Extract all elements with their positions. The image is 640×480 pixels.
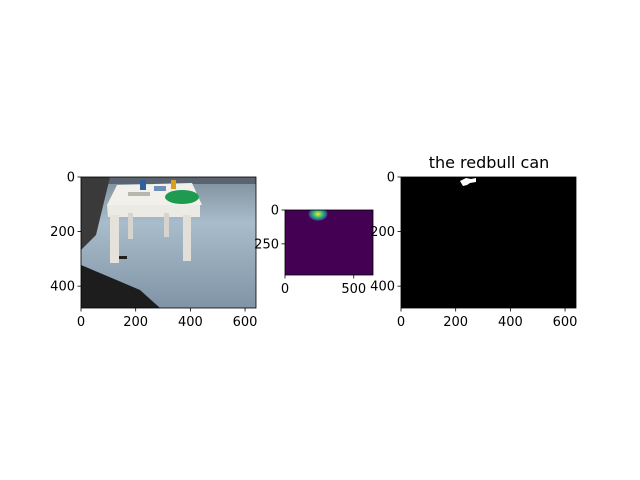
- y-tick-label: 250: [254, 237, 279, 252]
- mask-blob: [460, 178, 476, 186]
- heatmap-y-axis-ticks: 0 250: [254, 204, 285, 252]
- x-tick-label: 0: [77, 315, 85, 330]
- x-tick-label: 200: [443, 315, 468, 330]
- y-tick-label: 0: [67, 171, 75, 186]
- y-tick-label: 200: [370, 225, 395, 240]
- y-tick-label: 0: [271, 204, 279, 219]
- x-tick-label: 600: [553, 315, 578, 330]
- x-tick-label: 400: [178, 315, 203, 330]
- photo-x-axis-ticks: 0 200 400 600: [77, 308, 258, 330]
- x-tick-label: 600: [233, 315, 258, 330]
- x-tick-label: 500: [341, 282, 366, 297]
- y-tick-label: 400: [50, 280, 75, 295]
- heatmap-image: [285, 210, 373, 275]
- y-tick-label: 400: [370, 280, 395, 295]
- mask-title: the redbull can: [429, 153, 550, 172]
- mask-image: [401, 177, 576, 308]
- heatmap-x-axis-ticks: 0 500: [281, 275, 366, 297]
- x-tick-label: 0: [281, 282, 289, 297]
- x-tick-label: 0: [397, 315, 405, 330]
- photo-panel: 0 200 400 600 0 200 400: [50, 171, 257, 331]
- mask-y-axis-ticks: 0 200 400: [370, 171, 401, 295]
- mask-panel: the redbull can 0 200 400 600 0 200 400: [370, 153, 577, 330]
- x-tick-label: 200: [123, 315, 148, 330]
- photo-y-axis-ticks: 0 200 400: [50, 171, 81, 295]
- photo-image: [81, 177, 256, 308]
- heatmap-hotspot: [308, 210, 328, 222]
- mask-x-axis-ticks: 0 200 400 600: [397, 308, 578, 330]
- heatmap-panel: 0 500 0 250: [254, 204, 374, 297]
- y-tick-label: 0: [387, 171, 395, 186]
- x-tick-label: 400: [498, 315, 523, 330]
- y-tick-label: 200: [50, 225, 75, 240]
